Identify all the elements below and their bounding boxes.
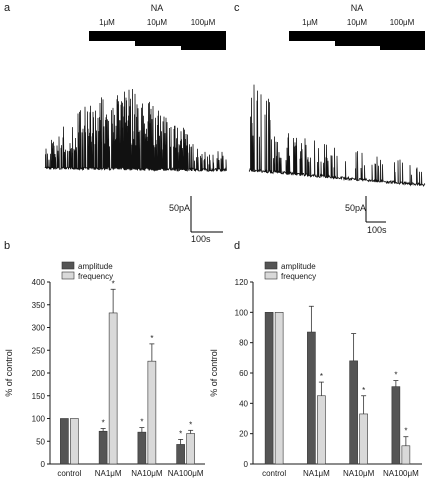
dose-label-c-2: 10μM [347, 18, 368, 27]
significance-star: * [404, 427, 407, 436]
dose-label-c-3: 100μM [390, 18, 415, 27]
scale-time-label-a: 100s [191, 234, 211, 244]
bar-frequency [401, 445, 411, 465]
dose-label-a-2: 10μM [147, 18, 168, 27]
current-trace-a [44, 88, 227, 173]
legend-swatch-amplitude [61, 261, 75, 270]
y-tick-label: 80 [239, 339, 248, 348]
y-tick-label: 0 [41, 460, 46, 469]
bar-frequency [317, 395, 326, 465]
significance-star: * [112, 279, 115, 288]
bar-chart-d: 0 20 40 60 80 100 120 % of control control NA1μM *… [209, 261, 422, 478]
scale-current-label-a: 50pA [169, 203, 190, 213]
bar-frequency [108, 312, 118, 465]
bar-amplitude [264, 312, 274, 465]
dose-block-c-2 [335, 31, 380, 46]
stimulus-bar-c: NA 1μM 10μM 100μM [289, 3, 425, 50]
legend-label-amplitude: amplitude [281, 262, 316, 271]
panel-letter-c: c [234, 2, 240, 14]
legend-label-amplitude: amplitude [78, 262, 113, 271]
agonist-label-c: NA [351, 3, 364, 13]
legend-label-frequency: frequency [281, 272, 316, 281]
x-tick-label: NA10μM [131, 469, 163, 478]
significance-star: * [179, 429, 182, 438]
y-tick-label: 300 [32, 324, 46, 333]
legend-swatch-frequency [264, 271, 278, 280]
dose-block-a-2 [135, 31, 181, 46]
dose-label-a-1: 1μM [99, 18, 115, 27]
bar-amplitude [60, 418, 69, 465]
dose-block-c-1 [289, 31, 335, 41]
bar-amplitude [307, 331, 316, 465]
bar-frequency [274, 312, 284, 465]
panel-letter-a: a [4, 2, 11, 14]
significance-star: * [140, 418, 143, 427]
y-tick-label: 100 [235, 308, 249, 317]
dose-label-a-3: 100μM [191, 18, 216, 27]
bar-frequency [359, 413, 368, 465]
x-tick-label: NA100μM [168, 469, 204, 478]
current-trace-c [248, 84, 426, 187]
bar-amplitude [349, 360, 358, 465]
y-tick-label: 0 [244, 460, 249, 469]
significance-star: * [394, 371, 397, 380]
dose-block-c-3 [380, 31, 425, 50]
x-tick-label: NA100μM [383, 469, 419, 478]
significance-star: * [102, 419, 105, 428]
significance-star: * [320, 372, 323, 381]
dose-block-a-3 [181, 31, 226, 50]
y-axis-label: % of control [4, 349, 14, 397]
legend-swatch-amplitude [264, 261, 278, 270]
y-axis-label: % of control [209, 349, 219, 397]
bar-frequency [147, 360, 157, 465]
legend-swatch-frequency [61, 271, 75, 280]
y-tick-label: 100 [32, 415, 46, 424]
x-tick-label: NA1μM [95, 469, 122, 478]
y-tick-label: 120 [235, 278, 249, 287]
bar-amplitude [391, 386, 401, 465]
stimulus-bar-a: NA 1μM 10μM 100μM [89, 3, 226, 50]
dose-label-c-1: 1μM [302, 18, 318, 27]
scale-bar-a: 50pA 100s [169, 196, 223, 244]
x-tick-label: NA10μM [343, 469, 375, 478]
x-tick-label: control [262, 469, 286, 478]
bar-amplitude [137, 431, 147, 465]
significance-star: * [150, 334, 153, 343]
y-tick-label: 60 [239, 369, 248, 378]
bar-frequency [70, 418, 79, 465]
y-tick-label: 350 [32, 301, 46, 310]
agonist-label-a: NA [151, 3, 164, 13]
bar-chart-b: 0 50 100 150 200 250 300 350 400 % of control cont… [4, 261, 205, 478]
y-tick-label: 150 [32, 392, 46, 401]
bar-frequency [186, 433, 195, 465]
bar-amplitude [176, 444, 185, 465]
x-tick-label: control [57, 469, 81, 478]
y-tick-label: 20 [239, 430, 248, 439]
x-tick-label: NA1μM [303, 469, 330, 478]
significance-star: * [362, 386, 365, 395]
dose-block-a-1 [89, 31, 135, 41]
panel-letter-b: b [4, 240, 10, 252]
scale-time-label-c: 100s [367, 225, 387, 235]
scale-bar-c: 50pA 100s [345, 196, 387, 235]
y-tick-label: 50 [36, 437, 45, 446]
bar-amplitude [98, 430, 108, 465]
legend-label-frequency: frequency [78, 272, 113, 281]
scale-current-label-c: 50pA [345, 203, 366, 213]
y-tick-label: 250 [32, 346, 46, 355]
significance-star: * [189, 420, 192, 429]
y-tick-label: 400 [32, 278, 46, 287]
panel-letter-d: d [234, 240, 240, 252]
y-tick-label: 200 [32, 369, 46, 378]
y-tick-label: 40 [239, 399, 248, 408]
